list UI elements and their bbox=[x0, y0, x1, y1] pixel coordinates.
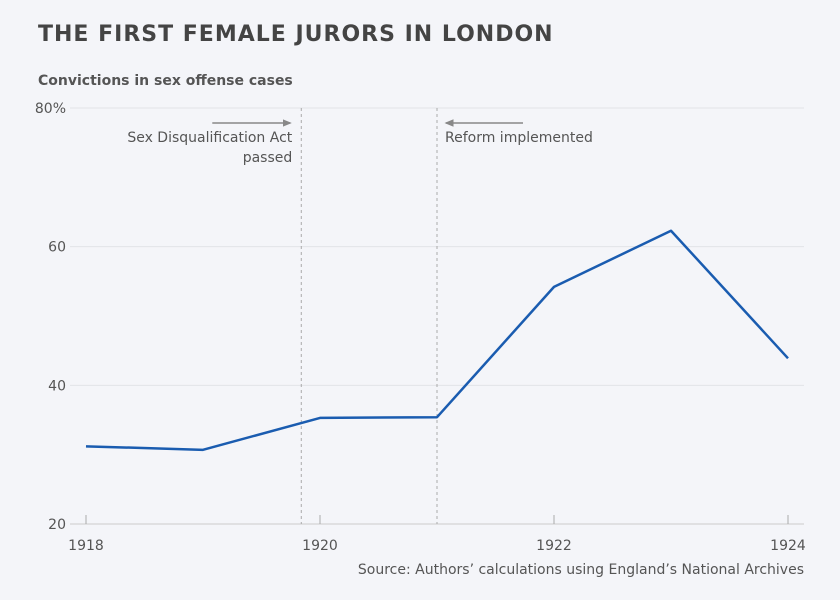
annotation-label: Sex Disqualification Act bbox=[127, 130, 292, 146]
annotation-label: passed bbox=[243, 150, 293, 166]
x-tick-label: 1922 bbox=[536, 538, 572, 554]
chart-subtitle: Convictions in sex offense cases bbox=[38, 73, 293, 89]
x-tick-label: 1920 bbox=[302, 538, 338, 554]
annotation-label: Reform implemented bbox=[445, 130, 593, 146]
y-tick-label: 60 bbox=[48, 240, 66, 256]
chart-title: THE FIRST FEMALE JURORS IN LONDON bbox=[38, 22, 554, 47]
series-line bbox=[85, 229, 789, 452]
y-tick-label: 40 bbox=[48, 378, 66, 394]
x-tick-label: 1918 bbox=[68, 538, 104, 554]
x-tick-label: 1924 bbox=[770, 538, 806, 554]
source-note: Source: Authors’ calculations using Engl… bbox=[357, 562, 804, 578]
y-tick-label: 20 bbox=[48, 517, 66, 533]
y-tick-label: 80% bbox=[35, 101, 66, 117]
